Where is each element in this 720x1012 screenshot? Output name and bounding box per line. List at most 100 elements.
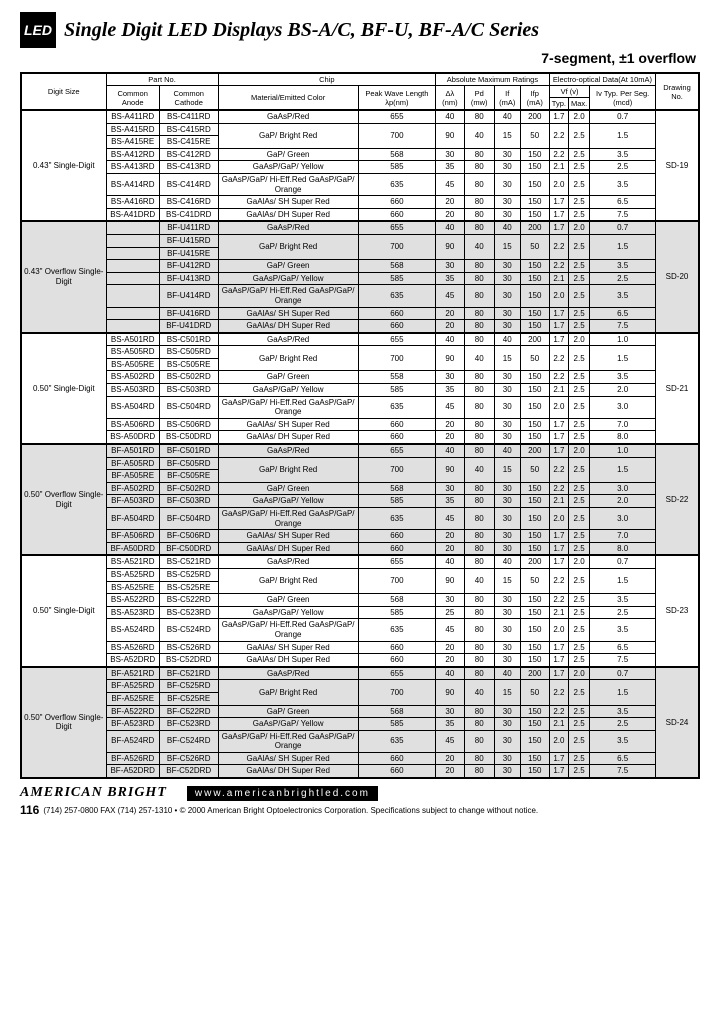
cell: GaAsP/GaP/ Hi-Eff.Red GaAsP/GaP/ Orange	[218, 173, 358, 195]
cell: 2.5	[568, 718, 589, 731]
cell: 80	[464, 619, 494, 641]
cell: BS-C522RD	[159, 594, 218, 607]
cell: BS-C50DRD	[159, 431, 218, 444]
cell: 2.1	[549, 272, 568, 285]
cell: 7.5	[590, 654, 656, 667]
cell: 2.1	[549, 384, 568, 397]
cell: 30	[494, 495, 520, 508]
cell: BS-C521RD	[159, 555, 218, 568]
cell: 150	[520, 196, 549, 209]
cell: 635	[358, 285, 435, 307]
cell: 30	[494, 148, 520, 161]
table-row: 0.50" Overflow Single-DigitBF-A521RDBF-C…	[21, 667, 699, 680]
cell: 2.5	[568, 619, 589, 641]
cell: 45	[436, 508, 465, 530]
cell: 700	[358, 346, 435, 371]
cell: GaP/ Green	[218, 148, 358, 161]
cell: 2.1	[549, 606, 568, 619]
cell: BF-A505RE	[106, 470, 159, 483]
cell: 1.5	[590, 123, 656, 148]
cell: 2.5	[590, 272, 656, 285]
cell: 80	[464, 333, 494, 346]
cell: 150	[520, 654, 549, 667]
cell: 1.7	[549, 110, 568, 123]
cell: BS-A501RD	[106, 333, 159, 346]
col-dl: Δλ (nm)	[436, 86, 465, 111]
cell: GaAlAs/ DH Super Red	[218, 542, 358, 555]
cell: BF-C504RD	[159, 508, 218, 530]
cell: BS-A506RD	[106, 418, 159, 431]
cell: 150	[520, 495, 549, 508]
cell: 2.5	[568, 431, 589, 444]
cell: 30	[436, 260, 465, 273]
cell: 2.2	[549, 680, 568, 705]
digit-size: 0.50" Single-Digit	[21, 555, 106, 666]
cell: 7.0	[590, 418, 656, 431]
cell: 35	[436, 161, 465, 174]
cell: 2.5	[568, 346, 589, 371]
cell: 2.5	[568, 542, 589, 555]
cell: 568	[358, 705, 435, 718]
cell: 45	[436, 730, 465, 752]
cell: 1.5	[590, 568, 656, 593]
cell: BS-C415RE	[159, 136, 218, 149]
cell: 2.5	[568, 730, 589, 752]
cell: 80	[464, 705, 494, 718]
cell: 80	[464, 208, 494, 221]
cell: 150	[520, 752, 549, 765]
cell: 7.0	[590, 530, 656, 543]
cell: 1.7	[549, 555, 568, 568]
cell: BF-A506RD	[106, 530, 159, 543]
cell: 6.5	[590, 752, 656, 765]
cell: 90	[436, 457, 465, 482]
cell: 30	[494, 384, 520, 397]
cell: 1.7	[549, 641, 568, 654]
col-pd: Pd (mw)	[464, 86, 494, 111]
cell: 585	[358, 272, 435, 285]
cell: 30	[494, 641, 520, 654]
cell: 635	[358, 173, 435, 195]
cell: 80	[464, 444, 494, 457]
cell: 80	[464, 161, 494, 174]
cell: 660	[358, 752, 435, 765]
cell: 150	[520, 619, 549, 641]
cell: 1.7	[549, 654, 568, 667]
cell: 35	[436, 718, 465, 731]
cell: 50	[520, 346, 549, 371]
cell: 30	[436, 594, 465, 607]
cell: 30	[494, 718, 520, 731]
cell: GaAsP/GaP/ Yellow	[218, 495, 358, 508]
cell: 40	[436, 555, 465, 568]
cell: 80	[464, 495, 494, 508]
cell: BS-A415RD	[106, 123, 159, 136]
cell: 635	[358, 730, 435, 752]
cell: 30	[494, 765, 520, 778]
cell: BF-A524RD	[106, 730, 159, 752]
cell: 6.5	[590, 196, 656, 209]
cell: 585	[358, 718, 435, 731]
cell: BF-C501RD	[159, 444, 218, 457]
cell: GaP/ Bright Red	[218, 346, 358, 371]
col-mat: Material/Emitted Color	[218, 86, 358, 111]
cell: GaP/ Bright Red	[218, 680, 358, 705]
cell: 585	[358, 495, 435, 508]
table-row: BF-A50DRDBF-C50DRDGaAlAs/ DH Super Red66…	[21, 542, 699, 555]
table-row: BF-A522RDBF-C522RDGaP/ Green568308030150…	[21, 705, 699, 718]
cell: 30	[436, 705, 465, 718]
cell: 700	[358, 234, 435, 259]
cell: GaAlAs/ DH Super Red	[218, 208, 358, 221]
cell: 2.1	[549, 718, 568, 731]
cell: GaAsP/GaP/ Hi-Eff.Red GaAsP/GaP/ Orange	[218, 285, 358, 307]
cell: BS-A414RD	[106, 173, 159, 195]
cell: 150	[520, 285, 549, 307]
cell: BS-C505RD	[159, 346, 218, 359]
cell: 30	[494, 272, 520, 285]
cell: 2.5	[568, 568, 589, 593]
table-row: 0.43" Single-DigitBS-A411RDBS-C411RDGaAs…	[21, 110, 699, 123]
cell: 90	[436, 346, 465, 371]
cell: 2.5	[568, 482, 589, 495]
cell: BS-C504RD	[159, 396, 218, 418]
cell: 2.5	[568, 260, 589, 273]
cell: 3.5	[590, 371, 656, 384]
cell: BS-A411RD	[106, 110, 159, 123]
